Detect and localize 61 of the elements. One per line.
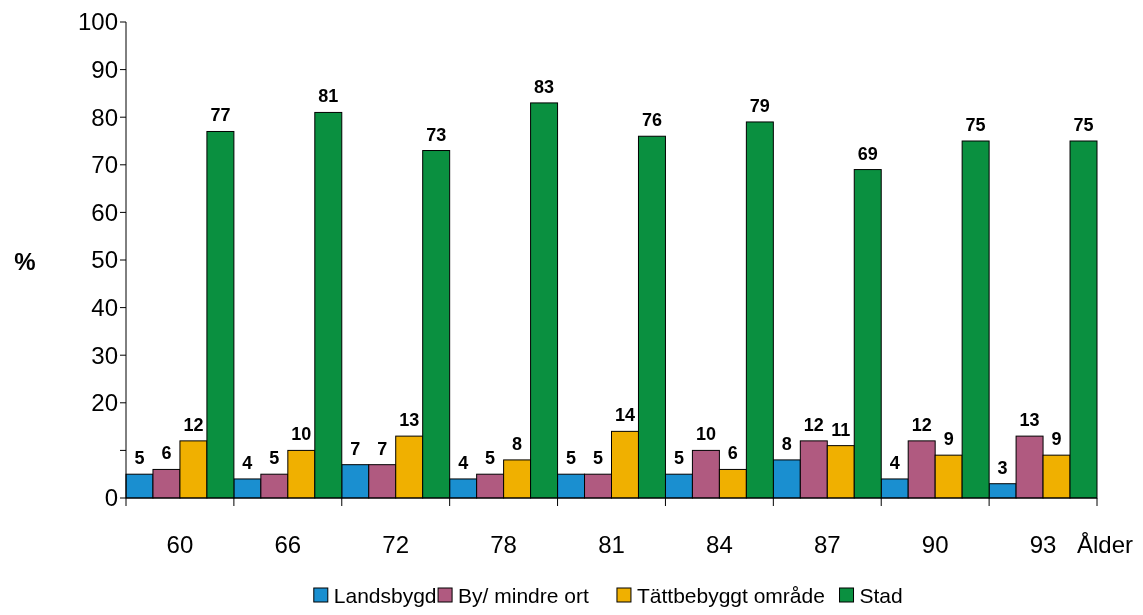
y-tick-label: 20 bbox=[91, 389, 118, 417]
data-label: 8 bbox=[512, 433, 523, 454]
y-axis-title: % bbox=[14, 248, 36, 275]
x-tick-label: 93 bbox=[1029, 531, 1057, 558]
data-label: 81 bbox=[318, 86, 339, 107]
data-label: 12 bbox=[911, 414, 932, 435]
x-tick-label: 84 bbox=[706, 531, 733, 558]
data-label: 73 bbox=[426, 124, 447, 145]
data-label: 13 bbox=[399, 410, 420, 431]
data-label: 77 bbox=[210, 105, 231, 126]
data-label: 8 bbox=[781, 433, 792, 454]
x-tick-label: 90 bbox=[921, 531, 949, 558]
data-label: 11 bbox=[831, 419, 851, 440]
legend-label: Landsbygd bbox=[333, 584, 437, 607]
data-label: 5 bbox=[566, 448, 577, 469]
data-label: 75 bbox=[965, 115, 986, 135]
y-tick-label: 40 bbox=[91, 294, 118, 321]
x-tick-label: 87 bbox=[813, 531, 841, 558]
x-tick-label: 66 bbox=[274, 531, 302, 558]
data-label: 12 bbox=[183, 414, 204, 435]
data-label: 4 bbox=[458, 452, 469, 473]
y-tick-label: 70 bbox=[91, 151, 118, 179]
x-axis-title: Ålder bbox=[1077, 531, 1134, 558]
data-label: 79 bbox=[749, 95, 770, 116]
data-label: 5 bbox=[269, 448, 280, 469]
y-tick-label: 30 bbox=[91, 341, 118, 369]
y-tick-label: 100 bbox=[77, 8, 118, 36]
legend-label: By/ mindre ort bbox=[458, 584, 589, 607]
legend-label: Stad bbox=[859, 584, 903, 607]
data-label: 76 bbox=[641, 110, 662, 131]
data-label: 5 bbox=[593, 448, 604, 469]
data-label: 6 bbox=[161, 443, 172, 464]
data-label: 7 bbox=[350, 438, 361, 459]
data-label: 4 bbox=[242, 452, 253, 473]
x-tick-label: 72 bbox=[382, 531, 410, 558]
data-label: 69 bbox=[857, 143, 878, 164]
data-label: 12 bbox=[803, 414, 824, 435]
data-label: 13 bbox=[1019, 410, 1040, 431]
data-label: 9 bbox=[1051, 429, 1062, 450]
data-label: 9 bbox=[943, 429, 954, 450]
data-label: 10 bbox=[695, 424, 716, 445]
data-label: 7 bbox=[377, 438, 388, 459]
data-label: 5 bbox=[673, 448, 684, 469]
x-tick-label: 60 bbox=[166, 531, 194, 558]
y-tick-label: 50 bbox=[91, 246, 118, 274]
legend-label: Tättbebyggt område bbox=[636, 584, 825, 607]
data-label: 83 bbox=[534, 76, 555, 97]
data-label: 6 bbox=[727, 443, 738, 464]
y-tick-label: 90 bbox=[91, 56, 118, 83]
data-label: 5 bbox=[485, 448, 496, 469]
data-label: 10 bbox=[291, 424, 312, 445]
y-tick-label: 0 bbox=[104, 484, 118, 512]
data-label: 5 bbox=[134, 448, 145, 469]
y-tick-label: 80 bbox=[91, 103, 118, 131]
data-label: 75 bbox=[1073, 115, 1094, 135]
data-label: 14 bbox=[614, 405, 635, 426]
data-label: 3 bbox=[997, 457, 1008, 478]
y-tick-label: 60 bbox=[91, 198, 118, 226]
x-tick-label: 78 bbox=[490, 531, 517, 558]
x-tick-label: 81 bbox=[598, 531, 625, 558]
data-label: 4 bbox=[889, 452, 900, 473]
